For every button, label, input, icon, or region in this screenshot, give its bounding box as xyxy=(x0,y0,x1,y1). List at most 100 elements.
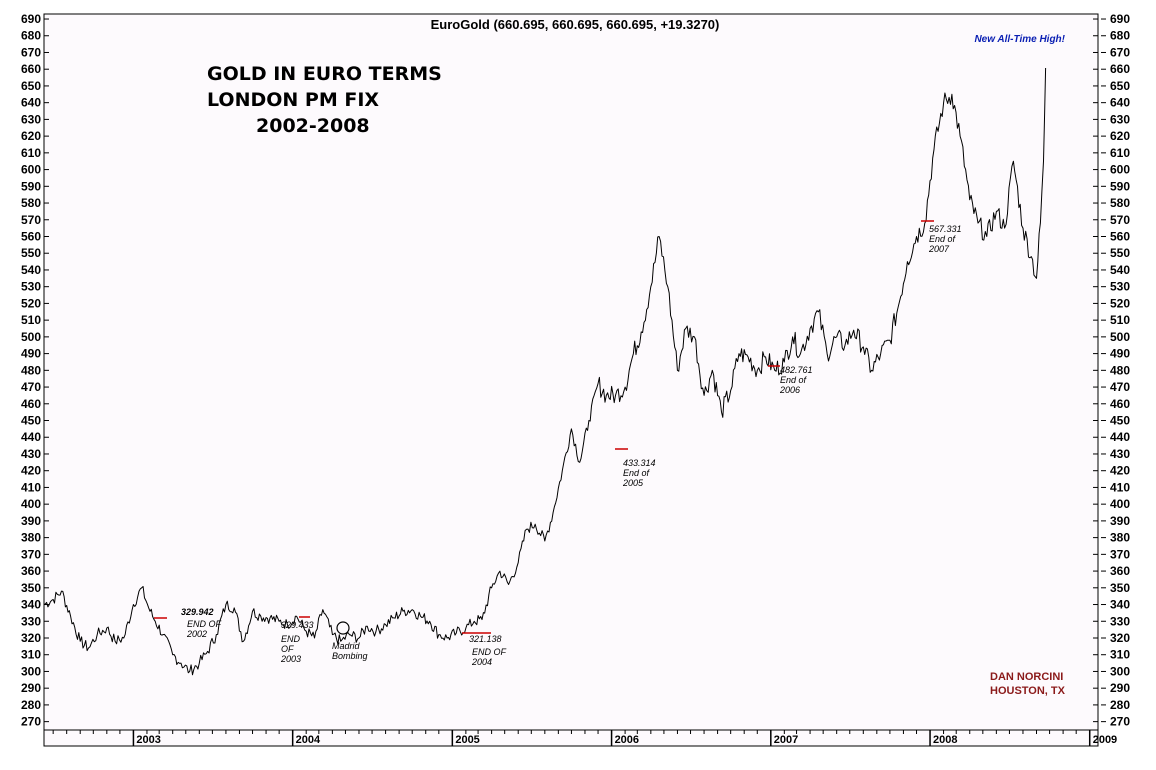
y-tick-label: 620 xyxy=(21,129,41,143)
y-tick-label: 430 xyxy=(21,447,41,461)
y-tick-label: 390 xyxy=(21,514,41,528)
annotation-text: END xyxy=(281,634,301,644)
y-tick-label: 500 xyxy=(21,330,41,344)
y-tick-label: 650 xyxy=(1110,79,1130,93)
y-tick-label: 410 xyxy=(1110,480,1130,494)
y-tick-label: 530 xyxy=(21,280,41,294)
y-tick-label: 490 xyxy=(21,347,41,361)
y-tick-label: 540 xyxy=(21,263,41,277)
y-tick-label: 680 xyxy=(21,29,41,43)
y-tick-label: 330 xyxy=(1110,614,1130,628)
y-tick-label: 520 xyxy=(1110,296,1130,310)
y-axis-left: 270 280 290 300 310 320 330 340 350 360 370 380 390 4… xyxy=(21,12,49,729)
x-tick-label: 2007 xyxy=(774,734,798,746)
y-tick-label: 520 xyxy=(21,296,41,310)
y-tick-label: 500 xyxy=(1110,330,1130,344)
y-tick-label: 300 xyxy=(21,664,41,678)
y-tick-label: 590 xyxy=(21,179,41,193)
annotation-text: 2004 xyxy=(471,657,492,667)
annotation-value: 482.761 xyxy=(780,365,813,375)
credit-name: DAN NORCINI xyxy=(990,671,1063,683)
y-tick-label: 690 xyxy=(1110,12,1130,26)
chart-header: EuroGold (660.695, 660.695, 660.695, +19… xyxy=(431,17,720,32)
annotation-end-2006: 482.761 End of 2006 xyxy=(768,365,813,395)
annotation-value: 321.138 xyxy=(469,634,502,644)
title-line-1: GOLD IN EURO TERMS xyxy=(207,63,442,85)
y-tick-label: 340 xyxy=(21,598,41,612)
x-tick-label: 2008 xyxy=(933,734,957,746)
y-tick-label: 380 xyxy=(21,531,41,545)
y-tick-label: 540 xyxy=(1110,263,1130,277)
x-tick-label: 2009 xyxy=(1093,734,1117,746)
y-tick-label: 630 xyxy=(21,112,41,126)
y-tick-label: 360 xyxy=(21,564,41,578)
y-tick-label: 680 xyxy=(1110,29,1130,43)
y-tick-label: 380 xyxy=(1110,531,1130,545)
annotation-text: OF xyxy=(281,644,294,654)
y-tick-label: 580 xyxy=(21,196,41,210)
y-tick-label: 470 xyxy=(21,380,41,394)
annotation-text: 2003 xyxy=(280,654,301,664)
y-tick-label: 560 xyxy=(21,229,41,243)
y-tick-label: 550 xyxy=(21,246,41,260)
all-time-high-label: New All-Time High! xyxy=(974,34,1065,45)
y-tick-label: 560 xyxy=(1110,229,1130,243)
y-tick-label: 430 xyxy=(1110,447,1130,461)
y-tick-label: 620 xyxy=(1110,129,1130,143)
y-tick-label: 390 xyxy=(1110,514,1130,528)
y-tick-label: 340 xyxy=(1110,598,1130,612)
annotation-text: Bombing xyxy=(332,651,368,661)
x-axis: 2003 2004 2005 2006 2007 2008 2009 xyxy=(43,729,1117,747)
y-tick-label: 420 xyxy=(21,464,41,478)
x-tick-label: 2004 xyxy=(296,734,321,746)
y-tick-label: 310 xyxy=(1110,648,1130,662)
annotation-end-2005: 433.314 End of 2005 xyxy=(615,448,656,488)
y-tick-label: 490 xyxy=(1110,347,1130,361)
y-tick-label: 690 xyxy=(21,12,41,26)
y-tick-label: 610 xyxy=(1110,146,1130,160)
y-tick-label: 460 xyxy=(21,397,41,411)
y-tick-label: 510 xyxy=(1110,313,1130,327)
x-tick-label: 2006 xyxy=(615,734,639,746)
price-series-line xyxy=(43,67,1047,676)
y-tick-label: 350 xyxy=(1110,581,1130,595)
y-tick-label: 440 xyxy=(21,430,41,444)
y-tick-label: 660 xyxy=(1110,62,1130,76)
y-tick-label: 280 xyxy=(21,698,41,712)
y-tick-label: 650 xyxy=(21,79,41,93)
annotation-value: 329.433 xyxy=(281,620,314,630)
y-tick-label: 640 xyxy=(1110,96,1130,110)
annotation-text: Madrid xyxy=(332,641,361,651)
y-tick-label: 300 xyxy=(1110,664,1130,678)
annotation-text: End of xyxy=(929,234,957,244)
y-tick-label: 400 xyxy=(21,497,41,511)
y-tick-label: 320 xyxy=(1110,631,1130,645)
y-tick-label: 270 xyxy=(21,715,41,729)
y-tick-label: 580 xyxy=(1110,196,1130,210)
y-tick-label: 460 xyxy=(1110,397,1130,411)
plot-background xyxy=(43,13,1099,731)
y-tick-label: 660 xyxy=(21,62,41,76)
y-tick-label: 360 xyxy=(1110,564,1130,578)
y-tick-label: 370 xyxy=(21,547,41,561)
y-tick-label: 480 xyxy=(1110,363,1130,377)
y-tick-label: 670 xyxy=(1110,45,1130,59)
y-tick-label: 510 xyxy=(21,313,41,327)
annotation-value: 329.942 xyxy=(181,607,214,617)
annotation-text: End of xyxy=(780,375,808,385)
madrid-bombing-circle xyxy=(336,621,350,635)
annotation-text: 2002 xyxy=(186,629,207,639)
annotation-end-2004: 321.138 END OF 2004 xyxy=(462,632,507,667)
y-tick-label: 280 xyxy=(1110,698,1130,712)
y-tick-label: 270 xyxy=(1110,715,1130,729)
y-tick-label: 570 xyxy=(21,213,41,227)
y-axis-right: 270 280 290 300 310 320 330 340 350 360 370 380 390 4… xyxy=(1093,12,1130,729)
y-tick-label: 640 xyxy=(21,96,41,110)
annotation-text: 2006 xyxy=(779,385,800,395)
annotation-text: END OF xyxy=(187,619,222,629)
y-tick-label: 350 xyxy=(21,581,41,595)
y-tick-label: 440 xyxy=(1110,430,1130,444)
y-tick-label: 550 xyxy=(1110,246,1130,260)
y-tick-label: 600 xyxy=(1110,163,1130,177)
